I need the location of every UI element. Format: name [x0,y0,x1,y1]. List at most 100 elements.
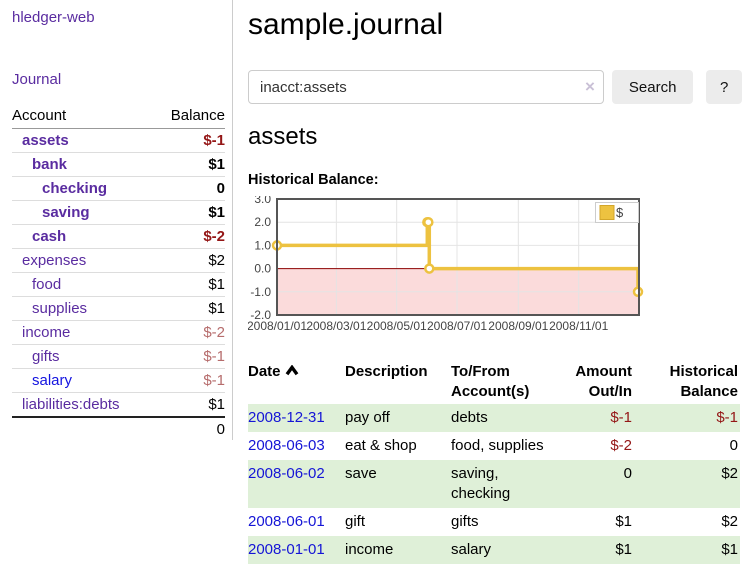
transaction-date-link[interactable]: 2008-06-03 [248,437,325,454]
accounts-table: Account Balance assets $-1 bank $1 checking 0… [12,105,225,441]
main-content: sample.journal × Search ? assets Histori… [247,0,742,564]
account-link-salary[interactable]: salary [32,372,73,389]
account-link-assets[interactable]: assets [22,132,69,149]
x-tick-label: 2008/03/01 [306,319,366,333]
transaction-amount: $-1 [610,409,632,426]
account-balance: 0 [153,176,225,201]
help-button[interactable]: ? [706,70,742,104]
account-link-bank[interactable]: bank [32,156,68,173]
accounts-table-header: Account Balance [12,105,225,129]
account-link-cash[interactable]: cash [32,228,67,245]
register-row: 2008-06-01 gift gifts $1 $2 [248,508,740,536]
y-tick-label: 1.0 [254,238,271,252]
account-link-saving[interactable]: saving [42,204,90,221]
legend-label: $ [616,205,624,220]
accounts-header-account: Account [12,105,154,129]
x-tick-label: 2008/11/01 [549,319,608,333]
account-link-food[interactable]: food [32,276,62,293]
sort-asc-icon [285,364,298,376]
accounts-total-value: 0 [12,416,225,441]
transaction-date-link[interactable]: 2008-12-31 [248,409,325,426]
transaction-date-link[interactable]: 2008-01-01 [248,541,325,558]
y-tick-label: 0.0 [254,262,271,276]
sidebar-item-journal[interactable]: Journal [12,71,62,88]
account-link-expenses[interactable]: expenses [22,252,87,269]
y-tick-label: 2.0 [254,215,271,229]
register-row: 2008-06-03 eat & shop food, supplies $-2 0 [248,432,740,460]
account-balance: $1 [153,200,225,225]
register-row: 2008-06-02 save saving, checking 0 $2 [248,460,740,508]
x-tick-label: 2008/05/01 [367,319,427,333]
transaction-date-link[interactable]: 2008-06-02 [248,465,325,482]
plot-border [276,198,640,316]
y-tick-label: -1.0 [250,285,271,299]
account-row: gifts $-1 [12,344,225,369]
search-form: × Search ? [248,70,742,104]
account-row: salary $-1 [12,368,225,393]
accounts-table-body: assets $-1 bank $1 checking 0 saving $1 cash $-2 e… [12,128,225,441]
transaction-balance: $2 [721,465,738,482]
transaction-accounts: debts [451,409,488,426]
account-link-income[interactable]: income [22,324,71,341]
transaction-accounts: saving, checking [451,465,511,502]
data-point [424,263,435,274]
x-tick-label: 2008/01/01 [248,319,307,333]
transaction-description: save [345,465,377,482]
account-heading: assets [248,123,318,150]
account-balance: $-1 [153,128,225,153]
clear-search-icon[interactable]: × [585,77,595,96]
accounts-total-row: 0 [12,416,225,441]
register-table-body: 2008-12-31 pay off debts $-1 $-1 2008-06-03 ea… [248,404,740,564]
transaction-accounts: food, supplies [451,437,544,454]
register-row: 2008-12-31 pay off debts $-1 $-1 [248,404,740,432]
page-title: sample.journal [248,8,444,41]
account-balance: $2 [153,248,225,273]
transaction-description: eat & shop [345,437,417,454]
account-link-checking[interactable]: checking [42,180,108,197]
account-row: cash $-2 [12,224,225,249]
transaction-balance: $2 [721,513,738,530]
account-row: saving $1 [12,200,225,225]
account-link-liabilities-debts[interactable]: liabilities:debts [22,396,120,413]
register-header-accounts: To/From Account(s) [451,363,530,400]
account-row: bank $1 [12,152,225,177]
register-header-date[interactable]: Date [248,360,345,404]
transaction-balance: $-1 [716,409,738,426]
transaction-balance: $1 [721,541,738,558]
transaction-balance: 0 [729,437,738,454]
search-button[interactable]: Search [611,70,694,104]
search-input[interactable] [248,70,604,104]
account-balance: $-2 [153,224,225,249]
account-row: checking 0 [12,176,225,201]
account-link-supplies[interactable]: supplies [32,300,88,317]
sidebar: hledger-web Journal Account Balance asse… [0,0,233,441]
account-balance: $1 [153,152,225,177]
register-header-balance: Historical Balance [669,363,738,400]
account-balance: $-1 [153,368,225,393]
account-balance: $1 [153,392,225,418]
transaction-accounts: salary [451,541,492,558]
app-title-link[interactable]: hledger-web [12,9,95,26]
accounts-header-balance: Balance [153,105,225,129]
y-tick-label: 3.0 [254,196,271,206]
account-row: income $-2 [12,320,225,345]
account-link-gifts[interactable]: gifts [32,348,60,365]
account-balance: $1 [153,272,225,297]
transaction-description: income [345,541,394,558]
historical-balance-chart: 3.0 2.0 1.0 0.0 -1.0 -2.0 2008/01/01 2008/03/01… [247,192,648,337]
transaction-amount: 0 [623,465,632,482]
register-table: Date Description To/From Account(s) Amou… [248,360,740,564]
account-row: assets $-1 [12,128,225,153]
transaction-date-link[interactable]: 2008-06-01 [248,513,325,530]
x-tick-label: 2008/09/01 [488,319,548,333]
y-tick-label: -2.0 [250,308,271,322]
account-row: liabilities:debts $1 [12,392,225,418]
account-balance: $-1 [153,344,225,369]
account-row: food $1 [12,272,225,297]
x-tick-label: 2008/07/01 [427,319,487,333]
account-row: supplies $1 [12,296,225,321]
account-row: expenses $2 [12,248,225,273]
transaction-description: gift [345,513,366,530]
transaction-amount: $1 [615,541,632,558]
